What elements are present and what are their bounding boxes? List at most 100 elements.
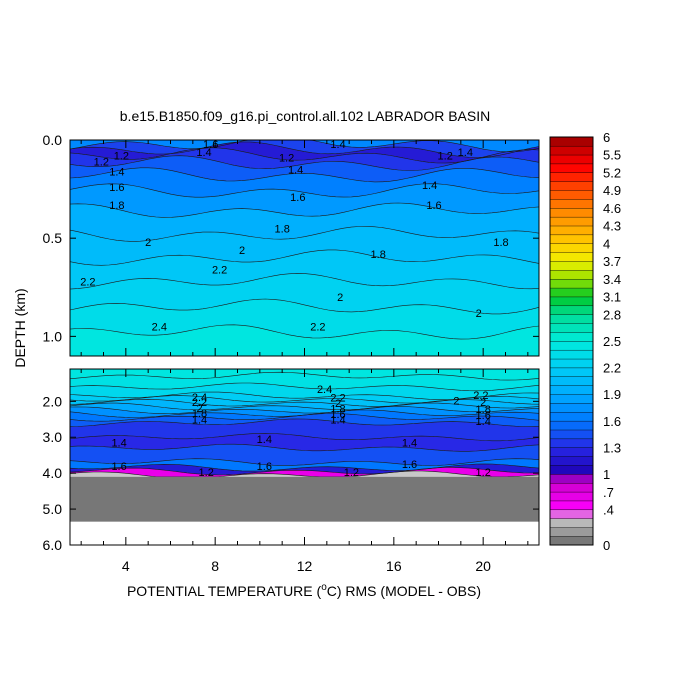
colorbar-segment	[549, 145, 594, 156]
colorbar-tick-label: 4.9	[603, 183, 621, 198]
colorbar-segment	[549, 154, 594, 165]
upper-panel-band	[70, 226, 539, 266]
colorbar-tick-label: 4.3	[603, 219, 621, 234]
contour-label: 1.8	[330, 404, 345, 416]
colorbar-segment	[549, 136, 594, 147]
colorbar-segment	[549, 447, 594, 457]
contour-label: 1.2	[279, 153, 294, 165]
lower-panel-band	[70, 372, 539, 391]
contour-labels: 1.6 1.41.4 1.41.2 1.2 1.21.21.4 1.41.41.61.61…	[80, 139, 508, 479]
lower-panel-contour-line	[69, 382, 540, 392]
colorbar-tick-label: 1	[603, 467, 610, 482]
colorbar-segments	[549, 136, 594, 546]
contour-label: 2	[476, 308, 482, 320]
colorbar: 0 .4 .7 1 1.3 1.6 1.9 2.2 2.5 2.8 3.1 3.4 3.7 4 4.3 4.6…	[549, 130, 621, 553]
lower-panel-band	[70, 406, 539, 418]
land-mask	[70, 476, 539, 522]
colorbar-segment	[549, 411, 594, 422]
contour-label: 2.2	[310, 322, 325, 334]
upper-panel-band	[70, 299, 539, 340]
x-tick-label: 8	[211, 558, 219, 574]
lower-panel-contour-line	[69, 395, 540, 404]
lower-panel-band	[70, 403, 539, 414]
colorbar-tick-label: .7	[603, 485, 614, 500]
lower-panel-contour-line	[69, 418, 540, 427]
contour-label: 2	[335, 398, 341, 410]
contour-label: 1.4	[422, 180, 437, 192]
colorbar-segment	[549, 509, 594, 519]
contour-label: 2.2	[80, 276, 95, 288]
upper-panel-contour-line	[69, 167, 540, 183]
upper-panel-contour-line	[69, 226, 540, 242]
contour-label: 1.8	[192, 408, 207, 420]
colorbar-tick-label: 1.6	[603, 414, 621, 429]
contour-label: 2.2	[212, 265, 227, 277]
lower-panel-band	[70, 433, 539, 452]
lower-panel-contour-line	[69, 458, 540, 466]
contour-label: 1.8	[493, 237, 508, 249]
upper-panel-band	[70, 147, 539, 171]
colorbar-segment	[549, 500, 594, 511]
contour-label: 1.2	[438, 151, 453, 163]
lower-panel-band	[70, 392, 539, 403]
colorbar-tick-label: 2.2	[603, 361, 621, 376]
contour-label: 2.4	[152, 322, 167, 334]
x-axis-label-suffix: C) RMS (MODEL - OBS)	[327, 583, 481, 599]
contour-label: 1.4	[196, 147, 211, 159]
contour-label: 2	[337, 292, 343, 304]
colorbar-segment	[549, 518, 594, 528]
colorbar-tick-label: 1.3	[603, 440, 621, 455]
contour-label: 2.4	[192, 392, 207, 404]
lower-panel-contour-line	[69, 402, 540, 411]
colorbar-segment	[549, 464, 594, 475]
chart-title: b.e15.B1850.f09_g16.pi_control.all.102 L…	[120, 108, 490, 124]
lower-panel-contour-line	[69, 443, 540, 452]
colorbar-segment	[549, 287, 594, 298]
contour-label: 1.2	[199, 467, 214, 479]
contour-label: 1.6	[111, 461, 126, 473]
contour-label: 1.2	[114, 151, 129, 163]
colorbar-tick-label: 2.8	[603, 307, 621, 322]
colorbar-segment	[549, 358, 594, 369]
upper-panel-band	[70, 140, 539, 152]
colorbar-segment	[549, 181, 594, 191]
contour-label: 1.6	[109, 182, 124, 194]
upper-panel-band	[70, 324, 539, 356]
upper-panel-band	[70, 155, 539, 182]
contour-label: 1.4	[111, 438, 126, 450]
upper-panel-band	[70, 273, 539, 314]
lower-panel-contour-line	[69, 398, 540, 407]
contour-label: 2.2	[192, 397, 207, 409]
colorbar-segment	[549, 260, 594, 271]
colorbar-segment	[549, 385, 594, 395]
y-tick-upper: 0.5	[43, 230, 63, 246]
upper-panel-contour-line	[69, 141, 540, 158]
contour-label: 1.6	[290, 192, 305, 204]
y-tick-upper: 1.0	[43, 328, 63, 344]
lower-panel-band	[70, 418, 539, 441]
lower-panel-band	[70, 383, 539, 400]
x-tick-label: 20	[475, 558, 491, 574]
y-tick-lower: 4.0	[43, 465, 63, 481]
x-axis-label-superscript: o	[321, 582, 327, 593]
y-tick-lower: 6.0	[43, 537, 63, 553]
colorbar-segment	[549, 296, 594, 307]
colorbar-tick-label: .4	[603, 503, 614, 518]
upper-panel-contour-line	[69, 324, 540, 340]
y-axis-label: DEPTH (km)	[12, 288, 28, 367]
colorbar-tick-label: 6	[603, 130, 610, 145]
contour-label: 1.2	[476, 467, 491, 479]
contour-label: 1.6	[476, 410, 491, 422]
upper-panel-contour-line	[69, 155, 540, 171]
contour-label: 1.4	[257, 434, 272, 446]
colorbar-segment	[549, 402, 594, 413]
colorbar-segment	[549, 234, 594, 244]
contour-label: 2	[453, 396, 459, 408]
contour-label: 1.4	[109, 166, 124, 178]
upper-panel-band	[70, 167, 539, 198]
contour-label: 1.8	[109, 200, 124, 212]
colorbar-segment	[549, 456, 594, 466]
upper-panel-band	[70, 249, 539, 290]
upper-panel-fill	[70, 140, 539, 356]
colorbar-segment	[549, 323, 594, 333]
